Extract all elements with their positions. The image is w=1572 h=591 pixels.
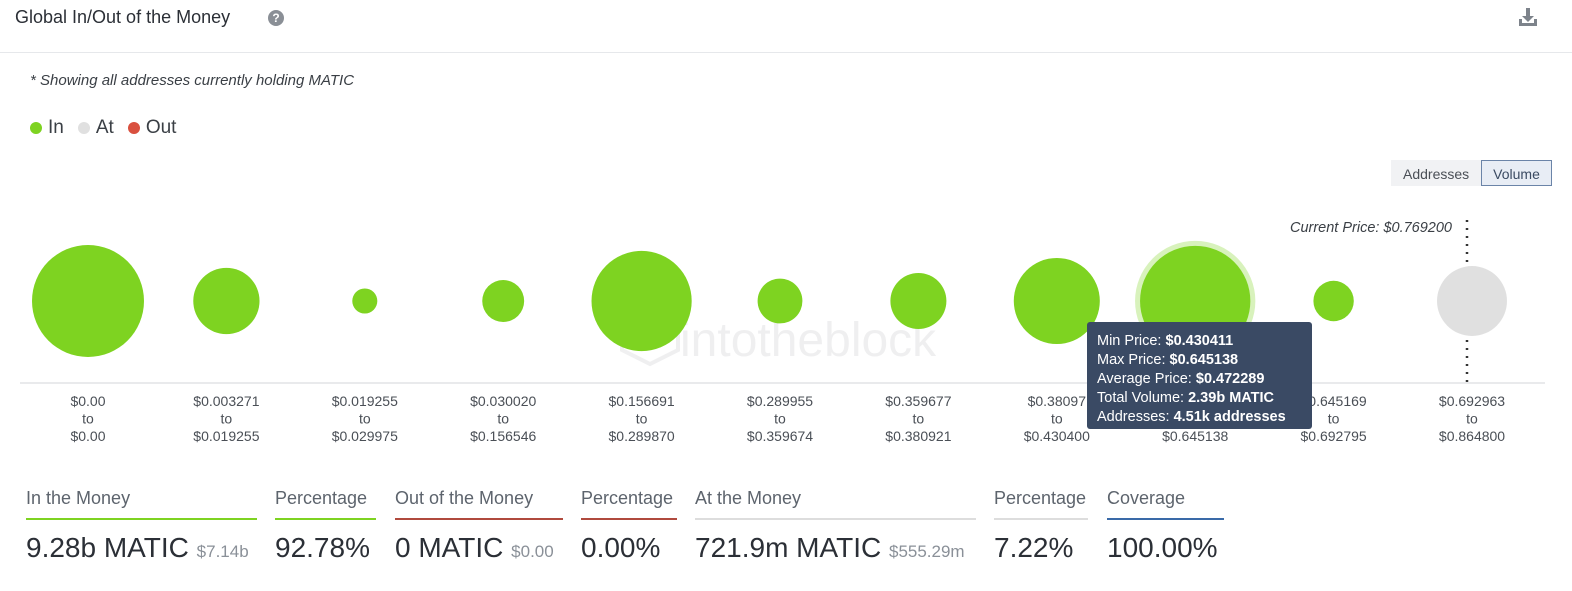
volume-toggle-button[interactable]: Volume: [1481, 160, 1552, 186]
tick-label-0-2: $0.00: [70, 428, 105, 444]
legend-dot-in: [30, 122, 42, 134]
bubble-7[interactable]: [1013, 257, 1100, 345]
tick-label-5-0: $0.289955: [747, 393, 813, 409]
tick-label-9-1: to: [1328, 411, 1340, 427]
legend-label-at: At: [95, 117, 114, 138]
addresses-toggle-button[interactable]: Addresses: [1391, 160, 1482, 186]
tick-label-6-1: to: [913, 411, 925, 427]
tooltip-addresses-row: Addresses: 4.51k addresses: [1097, 409, 1286, 425]
stat-coverage: Coverage 100.00%: [1107, 486, 1224, 564]
bubble-10[interactable]: [1437, 266, 1507, 336]
bubble-4[interactable]: [591, 250, 692, 352]
legend-item-at[interactable]: At: [77, 117, 114, 139]
tick-label-4-2: $0.289870: [609, 428, 675, 444]
legend-dot-out: [127, 122, 140, 134]
stat-out-percentage: Percentage 0.00%: [581, 486, 677, 564]
tick-label-2-1: to: [359, 411, 371, 427]
tick-label-1-2: $0.019255: [193, 428, 259, 444]
tick-label-7-0: $0.38097: [1028, 393, 1087, 409]
tick-label-8-2: $0.645138: [1162, 428, 1228, 444]
view-toggle: Addresses Volume: [1391, 160, 1552, 186]
current-price-label: Current Price: $0.769200: [1290, 220, 1452, 236]
stat-in-value: 9.28b MATIC: [26, 532, 189, 563]
bubble-chart: intotheblock Current Price: $0.769200 $0…: [20, 220, 1545, 444]
tick-label-3-1: to: [497, 411, 509, 427]
tick-label-9-2: $0.692795: [1301, 428, 1367, 444]
tick-label-3-0: $0.030020: [470, 393, 536, 409]
tick-label-10-2: $0.864800: [1439, 428, 1505, 444]
tick-label-10-0: $0.692963: [1439, 393, 1505, 409]
tick-label-3-2: $0.156546: [470, 428, 536, 444]
stat-out-of-the-money: Out of the Money 0 MATIC $0.00: [395, 486, 563, 564]
stat-in-percentage: Percentage 92.78%: [275, 486, 376, 564]
tick-label-4-1: to: [636, 411, 648, 427]
legend: In At Out: [30, 117, 176, 139]
bubble-0[interactable]: [32, 245, 144, 357]
bubble-2[interactable]: [352, 288, 378, 314]
tick-labels-group: $0.00to$0.00$0.003271to$0.019255$0.01925…: [70, 393, 1505, 444]
tick-label-10-1: to: [1466, 411, 1478, 427]
tick-label-7-1: to: [1051, 411, 1063, 427]
stat-out-value: 0 MATIC: [395, 532, 504, 563]
stat-at-value: 721.9m MATIC: [695, 532, 882, 563]
tick-label-5-2: $0.359674: [747, 428, 813, 444]
bubble-6[interactable]: [890, 273, 947, 329]
legend-item-in[interactable]: In: [30, 117, 64, 139]
watermark-text: intotheblock: [680, 314, 937, 367]
tick-label-6-0: $0.359677: [885, 393, 951, 409]
tick-label-7-2: $0.430400: [1024, 428, 1090, 444]
tick-label-2-0: $0.019255: [332, 393, 398, 409]
tick-label-1-1: to: [221, 411, 233, 427]
tick-label-0-0: $0.00: [70, 393, 105, 409]
tick-label-6-2: $0.380921: [885, 428, 951, 444]
stat-at-percentage: Percentage 7.22%: [994, 488, 1088, 563]
bubble-9[interactable]: [1313, 280, 1354, 322]
bubble-1[interactable]: [193, 267, 260, 335]
tooltip-min-row: Min Price: $0.430411: [1097, 333, 1234, 349]
tick-label-4-0: $0.156691: [609, 393, 675, 409]
page-title: Global In/Out of the Money: [15, 7, 231, 27]
header: Global In/Out of the Money ?: [0, 0, 1572, 53]
stat-in-the-money: In the Money 9.28b MATIC $7.14b: [26, 486, 257, 564]
stat-at-usd: $555.29m: [888, 542, 965, 561]
tick-label-1-0: $0.003271: [193, 393, 259, 409]
stat-at-the-money: At the Money 721.9m MATIC $555.29m: [695, 486, 976, 564]
summary-stats: In the Money 9.28b MATIC $7.14b Percenta…: [0, 486, 1572, 586]
stat-in-usd: $7.14b: [196, 542, 249, 561]
tick-label-5-1: to: [774, 411, 786, 427]
tooltip-max-row: Max Price: $0.645138: [1097, 352, 1239, 368]
tick-label-2-2: $0.029975: [332, 428, 398, 444]
legend-label-in: In: [48, 117, 64, 138]
legend-dot-at: [77, 122, 90, 134]
tick-label-9-0: $0.645169: [1301, 393, 1367, 409]
download-icon[interactable]: [1517, 6, 1539, 28]
bubble-5[interactable]: [757, 278, 803, 324]
tooltip-volume-row: Total Volume: 2.39b MATIC: [1097, 390, 1275, 406]
stat-out-usd: $0.00: [511, 542, 554, 561]
chart-subtitle: * Showing all addresses currently holdin…: [30, 72, 355, 89]
tooltip: Min Price: $0.430411 Max Price: $0.64513…: [1087, 322, 1312, 429]
bubble-3[interactable]: [482, 280, 525, 322]
watermark: intotheblock: [620, 305, 937, 367]
legend-item-out[interactable]: Out: [127, 117, 177, 139]
question-icon[interactable]: ?: [268, 10, 284, 26]
tooltip-avg-row: Average Price: $0.472289: [1097, 371, 1265, 387]
legend-label-out: Out: [145, 117, 177, 138]
tick-label-0-1: to: [82, 411, 94, 427]
